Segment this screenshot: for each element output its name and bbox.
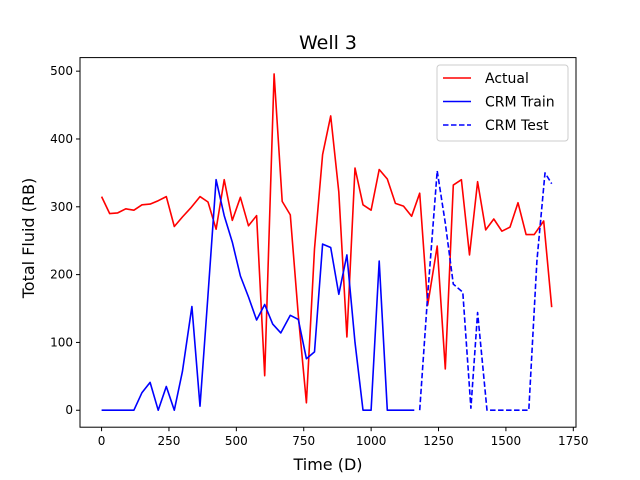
y-tick-label: 400 bbox=[50, 132, 73, 146]
x-tick-label: 1750 bbox=[558, 434, 589, 448]
x-axis: 0 250 500 750 1000 1250 1500 1750 bbox=[98, 427, 589, 448]
legend-label: CRM Test bbox=[485, 118, 549, 134]
legend-label: CRM Train bbox=[485, 95, 555, 111]
y-tick-label: 200 bbox=[50, 268, 73, 282]
y-tick-label: 300 bbox=[50, 200, 73, 214]
x-tick-label: 250 bbox=[158, 434, 181, 448]
x-tick-label: 1500 bbox=[491, 434, 522, 448]
x-axis-label: Time (D) bbox=[292, 455, 362, 474]
chart-title: Well 3 bbox=[299, 32, 357, 54]
plot-area bbox=[100, 73, 553, 412]
x-tick-label: 750 bbox=[292, 434, 315, 448]
y-tick-label: 100 bbox=[50, 335, 73, 349]
series-line-actual bbox=[100, 73, 553, 404]
y-tick-label: 0 bbox=[65, 403, 73, 417]
plot-frame bbox=[79, 57, 577, 428]
x-tick-label: 1250 bbox=[423, 434, 454, 448]
y-axis-label: Total Fluid (RB) bbox=[19, 178, 38, 300]
y-axis: 0 100 200 300 400 500 bbox=[50, 64, 80, 417]
x-tick-label: 500 bbox=[225, 434, 248, 448]
legend-box bbox=[436, 64, 569, 142]
legend-label: Actual bbox=[485, 71, 529, 87]
legend: Actual CRM Train CRM Test bbox=[436, 64, 569, 142]
y-tick-label: 500 bbox=[50, 64, 73, 78]
series-line-crm-train bbox=[101, 178, 415, 412]
series-line-crm-test bbox=[418, 170, 553, 412]
x-tick-label: 0 bbox=[98, 434, 106, 448]
x-tick-label: 1000 bbox=[356, 434, 387, 448]
